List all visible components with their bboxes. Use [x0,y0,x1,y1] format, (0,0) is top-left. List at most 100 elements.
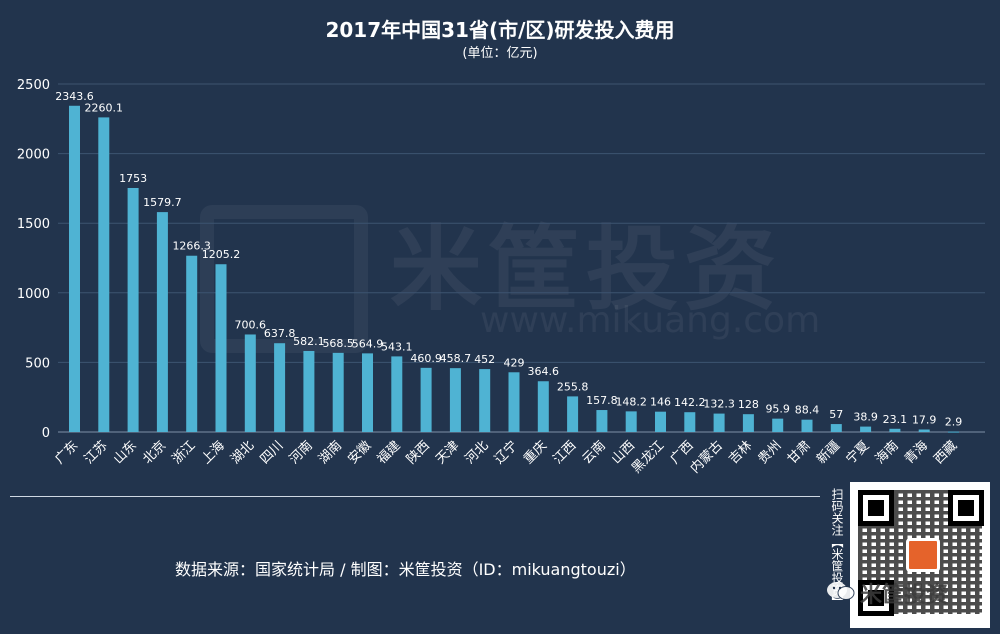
bar-贵州 [772,418,784,432]
data-label: 429 [504,356,525,369]
qr-code[interactable] [850,482,990,628]
watermark-url: www.mikuang.com [480,300,821,341]
qr-finder-bottom-left [858,580,894,616]
bar-河北 [479,369,491,432]
x-tick-label: 黑龙江 [629,438,667,476]
bar-浙江 [186,255,198,432]
bar-黑龙江 [655,411,666,432]
bar-江苏 [98,117,110,433]
x-tick-label: 吉林 [726,438,755,467]
data-label: 148.2 [615,395,647,408]
y-tick-label: 2500 [17,78,50,93]
bar-重庆 [537,381,549,432]
bar-新疆 [830,424,842,432]
watermark-logo [200,205,368,353]
x-tick-label: 新疆 [813,438,843,468]
x-tick-label: 安徽 [345,438,374,467]
y-tick-label: 2000 [17,148,50,163]
bar-山东 [127,187,139,432]
qr-finder-top-right [948,490,984,526]
data-label: 2260.1 [85,101,124,114]
data-label: 157.8 [586,394,618,407]
data-label: 57 [829,408,843,421]
x-tick-label: 四川 [257,438,286,467]
data-label: 1579.7 [143,196,182,209]
bar-天津 [449,368,461,432]
x-tick-label: 辽宁 [491,438,521,468]
data-label: 1205.2 [202,248,241,261]
x-tick-label: 河北 [463,438,492,467]
data-label: 700.6 [235,318,267,331]
data-label: 88.4 [795,404,820,417]
bar-上海 [215,264,227,432]
data-label: 637.8 [264,327,296,340]
x-tick-label: 海南 [872,438,902,468]
footer-divider [10,496,820,497]
x-tick-label: 甘肃 [785,438,814,467]
x-tick-label: 西藏 [931,438,960,467]
bar-河南 [303,350,315,432]
data-label: 128 [738,398,759,411]
x-tick-label: 上海 [199,438,228,467]
x-tick-label: 福建 [375,438,404,467]
chart-title: 2017年中国31省(市/区)研发投入费用 [325,18,675,42]
bar-青海 [918,429,930,432]
x-tick-label: 青海 [902,438,931,467]
bars [69,105,959,433]
y-axis-ticks: 0 500 1000 1500 2000 2500 [17,78,50,441]
x-tick-label: 北京 [140,438,169,467]
brand-overlay: 米筐投资 [860,583,949,608]
x-tick-label: 湖北 [228,438,257,467]
x-tick-label: 内蒙古 [687,438,726,477]
data-label: 17.9 [912,414,937,427]
x-tick-label: 河南 [286,438,316,468]
data-label: 38.9 [853,411,878,424]
x-tick-label: 江苏 [81,438,111,468]
bar-云南 [596,410,608,432]
data-label: 582.1 [293,335,325,348]
data-label: 1266.3 [172,240,211,253]
x-tick-label: 湖南 [315,438,345,468]
data-label: 568.5 [322,337,354,350]
bar-北京 [156,212,168,432]
bar-安徽 [362,353,373,432]
x-tick-label: 山东 [111,438,140,467]
data-label: 255.8 [557,380,589,393]
data-label: 132.3 [703,398,735,411]
bar-宁夏 [860,426,872,432]
data-label: 2343.6 [55,90,94,103]
y-tick-label: 500 [25,356,50,371]
y-tick-label: 1000 [17,287,50,302]
wechat-icon [827,582,855,600]
x-tick-label: 浙江 [170,438,199,467]
x-axis-ticks: 广东 江苏 山东 北京 浙江 上海 湖北 四川 河南 湖南 安徽 福建 陕西 天津 河北 辽宁 重庆 江西 云南 山西… [52,438,960,477]
x-tick-label: 贵州 [756,438,785,467]
bar-山西 [625,411,637,432]
data-label: 564.9 [352,337,384,350]
y-tick-label: 1500 [17,217,50,232]
data-label: 543.1 [381,340,413,353]
qr-label: 扫码关注【米筐投资】 [830,488,844,608]
bar-海南 [889,428,901,432]
bar-湖北 [244,334,256,432]
x-tick-label: 陕西 [404,438,433,467]
x-tick-label: 天津 [433,438,462,467]
bar-广西 [684,412,696,432]
grid-lines [58,83,985,433]
data-source: 数据来源：国家统计局 / 制图：米筐投资（ID：mikuangtouzi） [175,560,636,579]
data-label: 2.9 [945,416,963,429]
bar-湖南 [332,352,344,432]
data-label: 364.6 [528,365,560,378]
x-tick-label: 江西 [550,438,579,467]
qr-logo [906,538,940,572]
x-tick-label: 广东 [52,438,81,467]
data-label: 146 [650,396,671,409]
data-label: 1753 [119,172,147,185]
bar-陕西 [420,367,432,432]
y-tick-label: 0 [42,426,50,441]
bar-四川 [274,343,286,432]
bar-广东 [69,105,80,433]
data-label: 95.9 [765,403,790,416]
